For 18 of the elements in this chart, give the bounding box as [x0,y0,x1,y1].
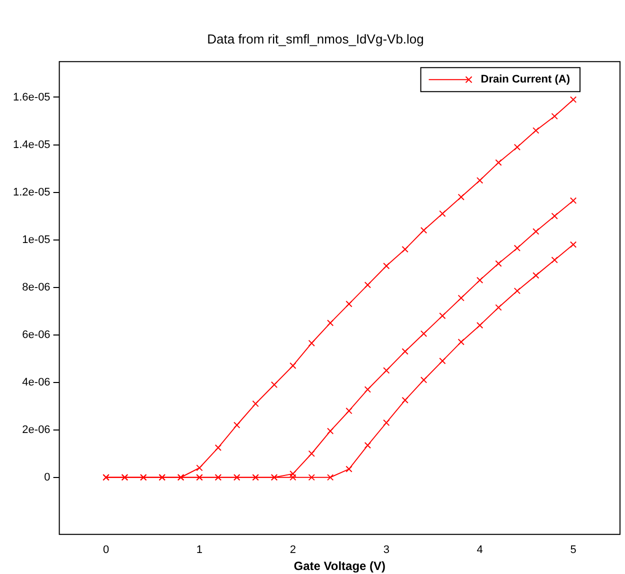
x-tick-label: 3 [383,544,390,556]
x-axis-title: Gate Voltage (V) [294,559,386,574]
x-tick-label: 4 [476,544,483,556]
legend-label: Drain Current (A) [480,74,570,86]
x-tick-label: 1 [196,544,203,556]
x-tick-label: 2 [290,544,296,556]
y-tick-label: 6e-06 [22,328,50,341]
x-tick-label: 0 [102,544,110,556]
y-tick-label: 4e-06 [22,376,50,388]
chart-subtitle: Data from rit_smfl_nmos_IdVg-Vb.log [207,31,424,46]
x-tick-label: 5 [570,544,576,556]
y-tick-label: 1.6e-05 [12,91,50,104]
y-tick-label: 1.4e-05 [12,138,50,151]
y-tick-label: 2e-06 [22,424,50,436]
y-tick-label: 8e-06 [22,281,50,294]
y-tick-label: 0 [44,471,50,484]
y-tick-label: 1.2e-05 [12,186,50,198]
y-tick-label: 1e-05 [22,234,50,246]
